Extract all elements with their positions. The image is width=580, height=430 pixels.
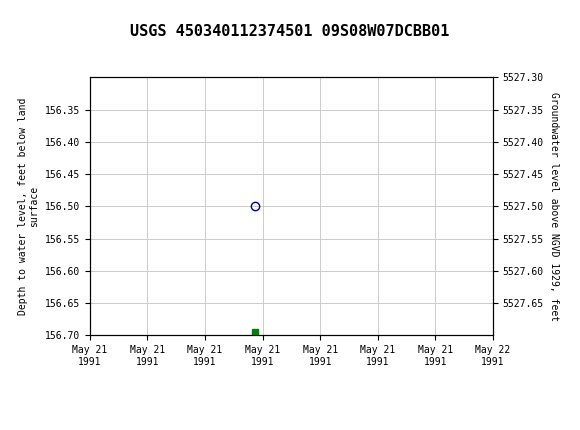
Y-axis label: Depth to water level, feet below land
surface: Depth to water level, feet below land su… — [18, 98, 39, 315]
Y-axis label: Groundwater level above NGVD 1929, feet: Groundwater level above NGVD 1929, feet — [549, 92, 559, 321]
Text: USGS: USGS — [34, 9, 94, 28]
Text: USGS 450340112374501 09S08W07DCBB01: USGS 450340112374501 09S08W07DCBB01 — [130, 24, 450, 39]
